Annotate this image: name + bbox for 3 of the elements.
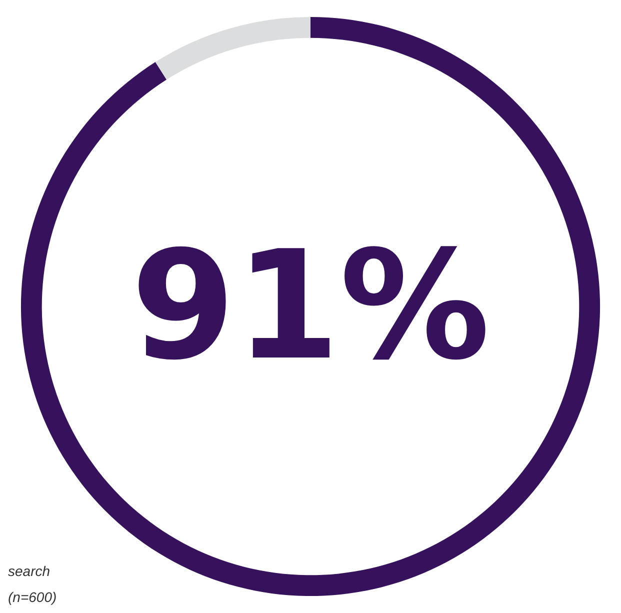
- text: (n=600): [8, 589, 57, 605]
- text: 91%: [130, 220, 490, 394]
- text: search: [8, 563, 50, 579]
